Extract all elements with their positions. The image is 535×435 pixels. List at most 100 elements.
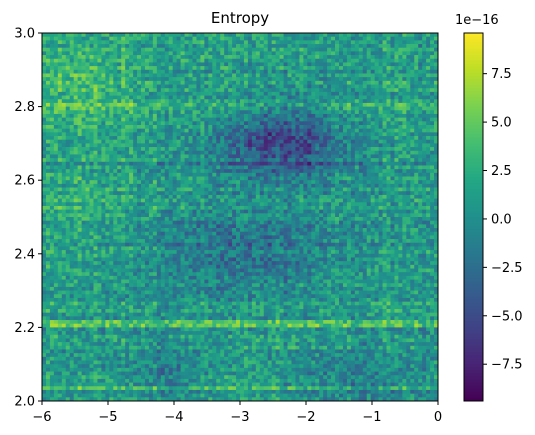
heatmap-cell	[208, 102, 213, 107]
heatmap-cell	[192, 132, 197, 137]
heatmap-cell	[295, 44, 300, 49]
heatmap-cell	[89, 132, 94, 137]
heatmap-cell	[81, 150, 86, 155]
heatmap-cell	[240, 99, 245, 104]
heatmap-cell	[93, 187, 98, 192]
heatmap-cell	[303, 154, 308, 159]
heatmap-cell	[390, 47, 395, 52]
heatmap-cell	[358, 205, 364, 210]
heatmap-cell	[49, 55, 55, 60]
heatmap-cell	[77, 154, 82, 159]
heatmap-cell	[327, 95, 332, 100]
heatmap-cell	[323, 36, 328, 41]
heatmap-cell	[164, 136, 170, 141]
heatmap-cell	[192, 55, 197, 60]
heatmap-cell	[350, 165, 356, 170]
heatmap-cell	[406, 169, 411, 174]
heatmap-cell	[370, 128, 375, 133]
heatmap-cell	[295, 99, 300, 104]
heatmap-cell	[109, 172, 114, 177]
heatmap-cell	[295, 84, 300, 89]
heatmap-cell	[382, 194, 387, 199]
heatmap-cell	[200, 128, 205, 133]
heatmap-cell	[240, 136, 245, 141]
heatmap-cell	[291, 187, 296, 192]
heatmap-cell	[319, 205, 324, 210]
heatmap-cell	[366, 40, 372, 45]
heatmap-cell	[350, 51, 356, 56]
heatmap-cell	[402, 158, 407, 163]
heatmap-cell	[224, 169, 229, 174]
heatmap-cell	[121, 84, 126, 89]
heatmap-cell	[109, 125, 114, 130]
heatmap-cell	[402, 77, 407, 82]
heatmap-cell	[172, 33, 177, 38]
heatmap-cell	[406, 99, 411, 104]
heatmap-cell	[137, 169, 142, 174]
heatmap-cell	[283, 106, 288, 111]
heatmap-cell	[97, 165, 102, 170]
heatmap-cell	[164, 180, 170, 185]
heatmap-cell	[358, 117, 364, 122]
heatmap-cell	[156, 66, 162, 71]
heatmap-cell	[61, 180, 67, 185]
heatmap-cell	[137, 194, 142, 199]
heatmap-cell	[251, 77, 257, 82]
heatmap-cell	[271, 150, 276, 155]
heatmap-cell	[69, 150, 75, 155]
heatmap-cell	[232, 51, 237, 56]
heatmap-cell	[89, 147, 94, 152]
heatmap-cell	[275, 110, 280, 115]
heatmap-cell	[366, 95, 372, 100]
heatmap-cell	[200, 125, 205, 130]
heatmap-cell	[45, 36, 51, 41]
heatmap-cell	[69, 102, 75, 107]
heatmap-cell	[93, 80, 98, 85]
heatmap-cell	[335, 40, 340, 45]
heatmap-cell	[339, 165, 344, 170]
heatmap-cell	[204, 161, 209, 166]
heatmap-cell	[81, 128, 86, 133]
heatmap-cell	[339, 198, 344, 203]
heatmap-cell	[350, 69, 356, 74]
heatmap-cell	[240, 88, 245, 93]
heatmap-cell	[141, 36, 146, 41]
heatmap-cell	[45, 58, 51, 63]
heatmap-cell	[117, 95, 122, 100]
heatmap-cell	[414, 132, 419, 137]
heatmap-cell	[164, 66, 170, 71]
heatmap-cell	[208, 202, 213, 207]
heatmap-cell	[97, 33, 102, 38]
heatmap-cell	[394, 117, 399, 122]
heatmap-cell	[370, 172, 375, 177]
heatmap-cell	[378, 147, 383, 152]
heatmap-cell	[141, 121, 146, 126]
heatmap-cell	[180, 55, 185, 60]
heatmap-cell	[42, 132, 47, 137]
heatmap-cell	[398, 187, 403, 192]
heatmap-cell	[311, 102, 316, 107]
heatmap-cell	[141, 47, 146, 52]
heatmap-cell	[172, 73, 177, 78]
heatmap-cell	[105, 205, 110, 210]
heatmap-cell	[73, 139, 78, 144]
heatmap-cell	[263, 80, 269, 85]
heatmap-cell	[220, 165, 225, 170]
heatmap-cell	[45, 91, 51, 96]
heatmap-cell	[295, 180, 300, 185]
heatmap-cell	[109, 99, 114, 104]
heatmap-cell	[101, 117, 106, 122]
heatmap-cell	[394, 113, 399, 118]
heatmap-cell	[323, 205, 328, 210]
heatmap-cell	[156, 73, 162, 78]
heatmap-cell	[113, 73, 118, 78]
heatmap-cell	[362, 62, 368, 67]
heatmap-cell	[117, 158, 122, 163]
heatmap-cell	[243, 55, 249, 60]
heatmap-cell	[113, 213, 118, 218]
heatmap-cell	[303, 77, 308, 82]
heatmap-cell	[137, 154, 142, 159]
heatmap-cell	[374, 209, 379, 214]
heatmap-cell	[81, 113, 86, 118]
heatmap-cell	[430, 55, 435, 60]
